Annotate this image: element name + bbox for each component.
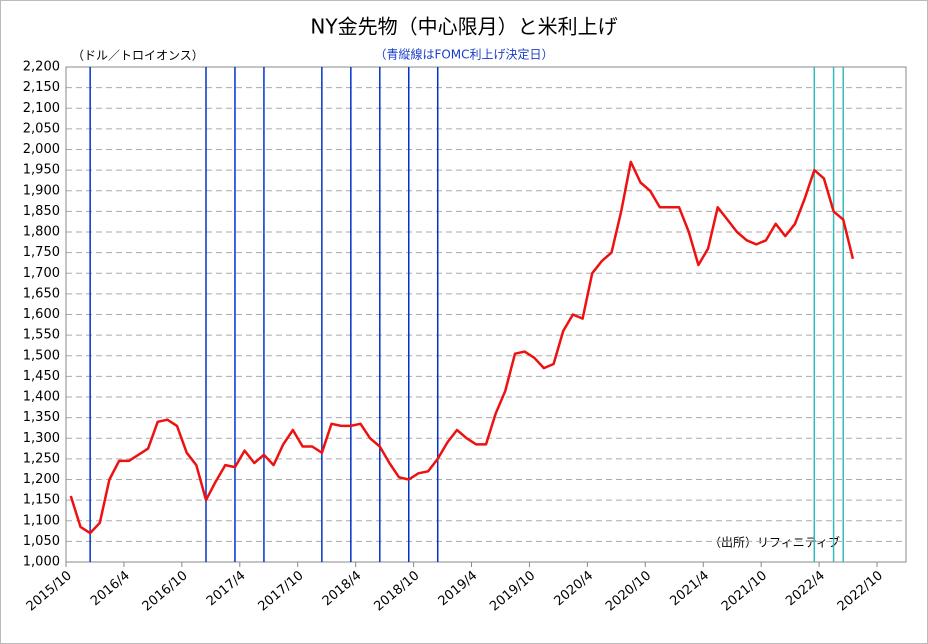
- chart-subtitle: （青縦線はFOMC利上げ決定日）: [374, 47, 553, 62]
- y-tick-label: 1,700: [23, 266, 60, 281]
- y-tick-label: 1,750: [23, 245, 60, 260]
- y-tick-label: 1,800: [23, 225, 60, 240]
- y-tick-label: 1,200: [23, 472, 60, 487]
- y-tick-label: 1,850: [23, 204, 60, 219]
- y-tick-label: 1,450: [23, 369, 60, 384]
- plot-frame: [65, 66, 907, 563]
- y-tick-label: 1,350: [23, 410, 60, 425]
- y-tick-label: 1,050: [23, 534, 60, 549]
- y-tick-label: 2,200: [23, 60, 60, 75]
- y-tick-label: 1,150: [23, 493, 60, 508]
- y-tick-label: 1,400: [23, 390, 60, 405]
- y-tick-label: 1,500: [23, 348, 60, 363]
- y-tick-label: 1,100: [23, 513, 60, 528]
- y-tick-label: 1,300: [23, 431, 60, 446]
- y-tick-label: 1,650: [23, 286, 60, 301]
- y-tick-label: 1,600: [23, 307, 60, 322]
- y-tick-label: 1,550: [23, 328, 60, 343]
- y-tick-label: 1,000: [23, 555, 60, 570]
- y-axis-unit: （ドル／トロイオンス）: [72, 49, 204, 63]
- source-note: （出所）リフィニティブ: [709, 535, 840, 550]
- price-line: [69, 160, 855, 535]
- chart-title: NY金先物（中心限月）と米利上げ: [310, 15, 617, 39]
- y-tick-label: 2,150: [23, 80, 60, 95]
- y-tick-label: 2,000: [23, 142, 60, 157]
- y-tick-label: 2,050: [23, 121, 60, 136]
- y-tick-label: 1,950: [23, 163, 60, 178]
- y-tick-label: 2,100: [23, 101, 60, 116]
- y-tick-label: 1,900: [23, 183, 60, 198]
- y-tick-label: 1,250: [23, 451, 60, 466]
